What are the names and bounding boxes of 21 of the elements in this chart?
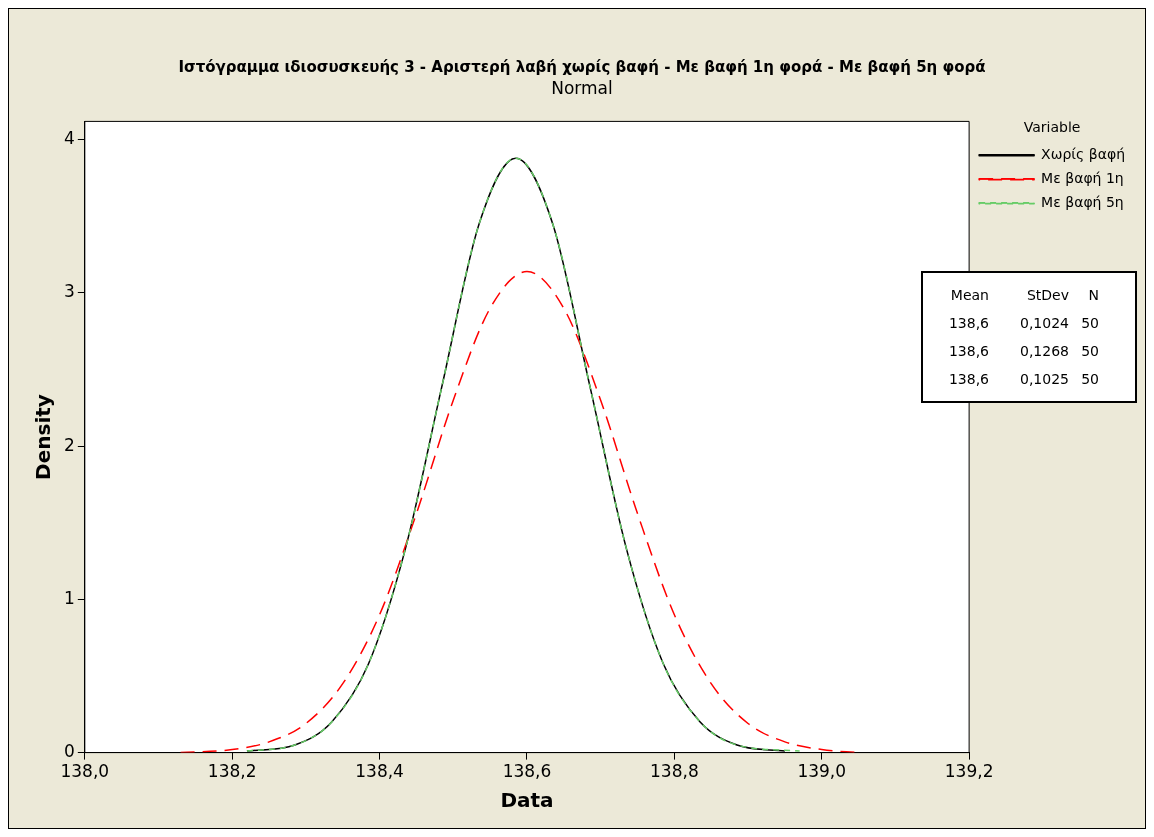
y-tick-label: 0 xyxy=(63,741,75,762)
x-tick-label: 138,2 xyxy=(207,761,257,782)
y-axis-title: Density xyxy=(31,394,56,480)
x-tick-label: 138,6 xyxy=(502,761,552,782)
y-tick-label: 1 xyxy=(63,587,75,608)
chart-title: Ιστόγραμμα ιδιοσυσκευής 3 - Αριστερή λαβή χωρίς βαφή - Με βαφή 1η φορά - Με βαφή 5η φορά xyxy=(178,57,986,76)
y-tick-label: 3 xyxy=(63,281,75,302)
x-axis-title: Data xyxy=(500,788,554,813)
legend-label: Χωρίς βαφή xyxy=(1041,145,1126,162)
x-tick-label: 139,0 xyxy=(797,761,847,782)
legend-label: Με βαφή 5η xyxy=(1041,193,1124,210)
x-tick-label: 138,4 xyxy=(355,761,404,782)
y-tick-label: 4 xyxy=(63,128,75,149)
x-tick-label: 138,8 xyxy=(650,761,699,782)
legend-title: Variable xyxy=(1023,119,1081,136)
x-tick-label: 138,0 xyxy=(60,761,110,782)
chart-subtitle: Normal xyxy=(551,77,613,98)
legend-label: Με βαφή 1η xyxy=(1041,169,1124,186)
statistics-table: Mean StDev N 138,6 0,1024 50 138,6 0,1268 50 138,6 0,1025 50 xyxy=(921,271,1137,403)
x-tick-label: 139,2 xyxy=(944,761,994,782)
y-tick-label: 2 xyxy=(63,434,75,455)
